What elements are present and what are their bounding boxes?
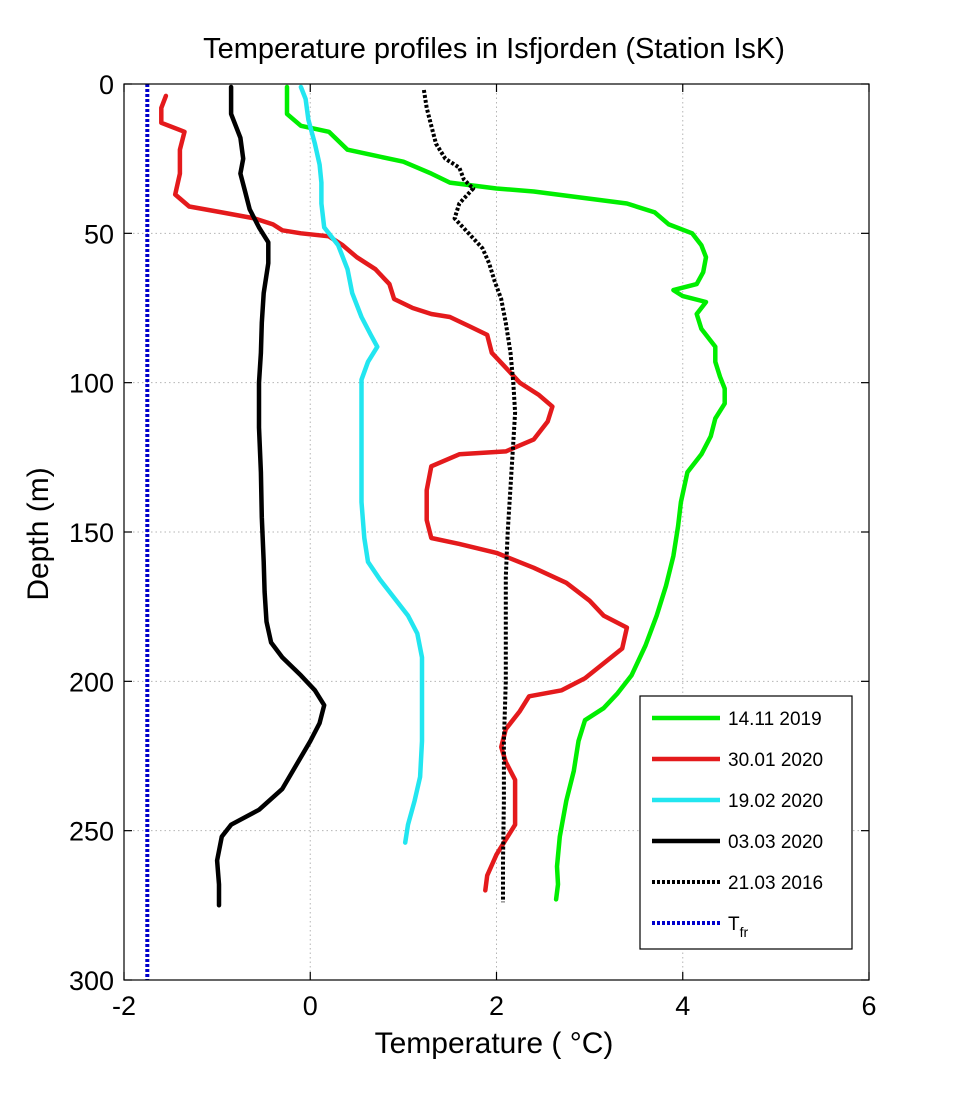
chart-title: Temperature profiles in Isfjorden (Stati…: [203, 33, 785, 65]
y-tick-label: 300: [69, 966, 114, 996]
plot-area: -2 0 2 4 6 0 50 100 150 200 250 300: [69, 70, 877, 1021]
y-tick-label: 200: [69, 667, 114, 697]
legend-box: [639, 695, 853, 950]
y-tick-label: 250: [69, 817, 114, 847]
series-line-4: [214, 84, 327, 908]
y-tick-label: 0: [99, 70, 114, 100]
legend-label-2: 30.01 2020: [728, 750, 823, 771]
legend-label-4: 03.03 2020: [728, 832, 823, 853]
y-tick-label: 150: [69, 518, 114, 548]
x-tick-label: 2: [489, 991, 504, 1021]
x-tick-label: -2: [112, 991, 136, 1021]
x-tick-label: 4: [675, 991, 690, 1021]
x-axis-label: Temperature ( °C): [375, 1027, 614, 1060]
legend-label-5: 21.03 2016: [728, 873, 823, 894]
x-tick-label: 6: [861, 991, 876, 1021]
y-tick-label: 100: [69, 369, 114, 399]
x-tick-label: 0: [303, 991, 318, 1021]
legend-label-1: 14.11 2019: [728, 709, 822, 730]
series-line-1: [284, 84, 727, 902]
series-line-5: [421, 89, 518, 903]
legend-label-subscript: fr: [740, 924, 749, 940]
y-axis-label: Depth (m): [22, 467, 55, 600]
y-tick-label: 50: [84, 219, 114, 249]
series-line-3: [298, 84, 425, 845]
legend-label-3: 19.02 2020: [728, 791, 823, 812]
legend: 14.11 2019 30.01 2020 19.02 2020 03.03 2020…: [639, 695, 853, 950]
series-line-2: [159, 93, 630, 893]
